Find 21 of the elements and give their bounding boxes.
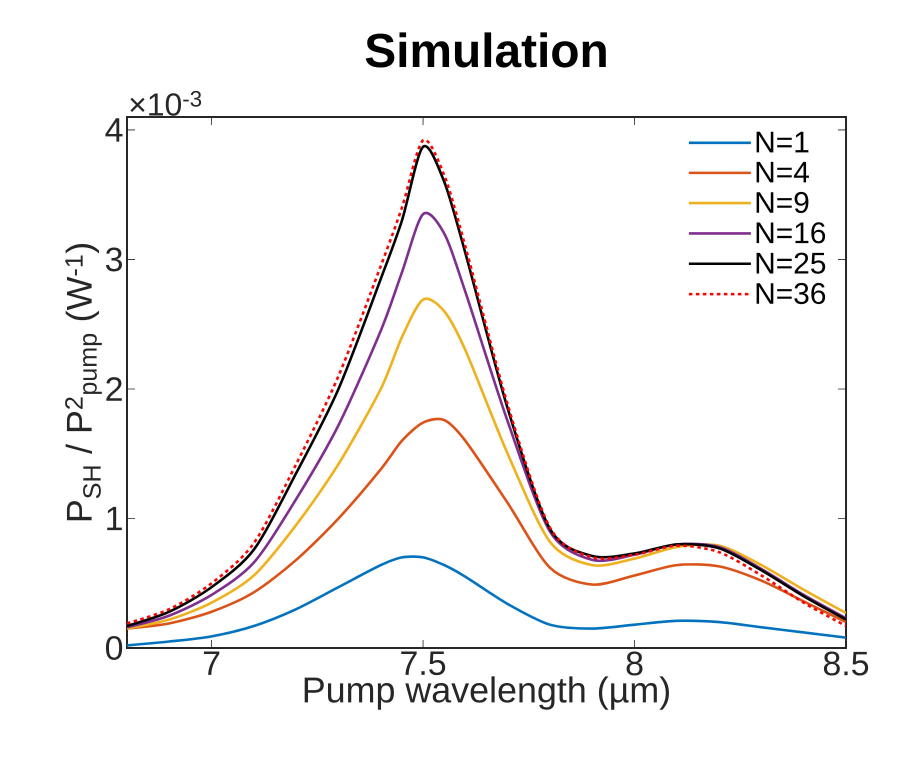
y-tick-label: 0 [106,636,122,660]
x-axis-title: Pump wavelength (µm) [304,676,669,710]
line-series [127,418,846,630]
legend-label: N=9 [756,192,808,214]
legend-label: N=25 [756,252,826,274]
legend-label: N=4 [756,162,809,182]
chart-title: Simulation [366,32,606,68]
y-tick-label: 4 [105,118,122,142]
legend-label: N=16 [756,222,826,244]
x-tick-label: 8 [626,652,642,676]
text: ×10$^{-3}$ [130,90,202,116]
y-tick-label: 2 [106,377,122,401]
line-series [127,555,846,647]
x-tick-label: 7.5 [401,652,446,676]
legend-label: N=1 [756,132,808,152]
x-tick-label: 8.5 [824,652,868,676]
y-tick-label: 1 [107,506,122,530]
legend-label: N=36 [756,282,826,304]
x-tick-label: 7 [204,652,220,675]
y-tick-label: 3 [106,247,122,272]
y-axis-title: P$_{SH}$ / P$^{2}$$_{pump}$ (W$^{-1}$) [65,244,102,520]
